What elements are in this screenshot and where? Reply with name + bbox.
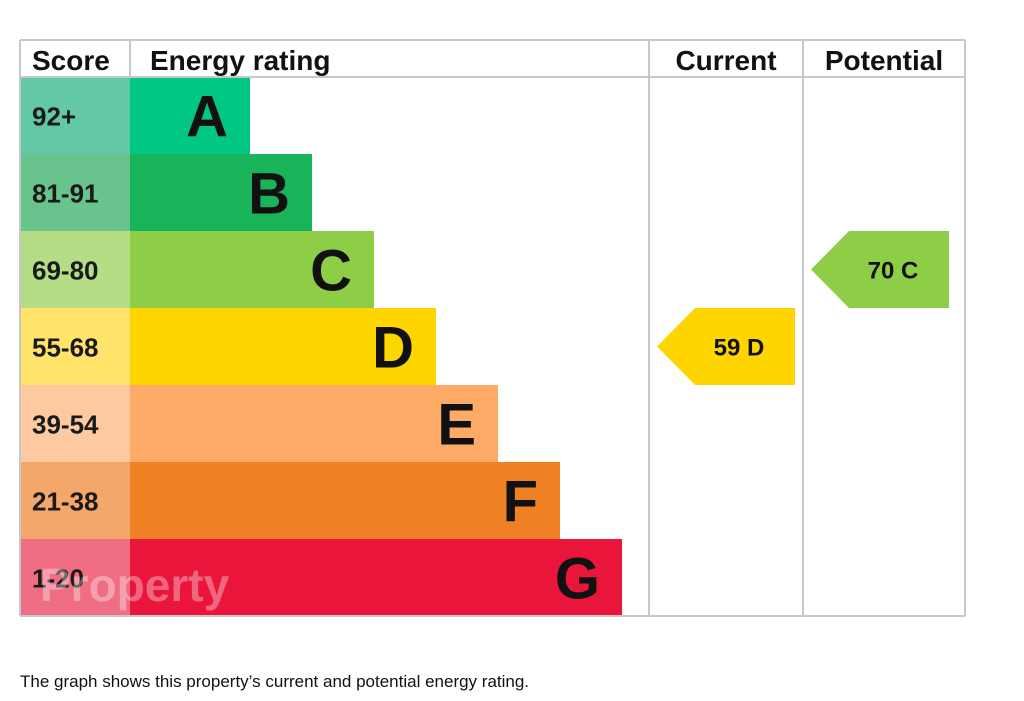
rating-bar-d bbox=[130, 308, 436, 385]
score-cell-g bbox=[20, 539, 130, 616]
score-label-d: 55-68 bbox=[32, 333, 99, 363]
rating-bar-f bbox=[130, 462, 560, 539]
header-potential: Potential bbox=[825, 45, 943, 76]
header-score: Score bbox=[32, 45, 110, 76]
score-cell-e bbox=[20, 385, 130, 462]
score-cell-c bbox=[20, 231, 130, 308]
score-cell-a bbox=[20, 77, 130, 154]
header-energy-rating: Energy rating bbox=[150, 45, 330, 76]
score-cell-f bbox=[20, 462, 130, 539]
rating-letter-e: E bbox=[437, 393, 476, 458]
rating-bar-a bbox=[130, 77, 250, 154]
epc-chart: Score Energy rating Current Potential 92+ A 81… bbox=[19, 39, 966, 617]
rating-letter-b: B bbox=[248, 162, 290, 227]
score-cell-d bbox=[20, 308, 130, 385]
rating-bar-e bbox=[130, 385, 498, 462]
score-label-b: 81-91 bbox=[32, 179, 99, 209]
rating-bar-b bbox=[130, 154, 312, 231]
rating-letter-c: C bbox=[310, 239, 352, 304]
header-current: Current bbox=[675, 45, 776, 76]
score-label-e: 39-54 bbox=[32, 410, 99, 440]
score-cell-b bbox=[20, 154, 130, 231]
score-label-a: 92+ bbox=[32, 102, 76, 132]
rating-bar-c bbox=[130, 231, 374, 308]
score-label-g: 1-20 bbox=[32, 564, 84, 594]
score-label-c: 69-80 bbox=[32, 256, 99, 286]
current-rating-arrow bbox=[657, 308, 795, 385]
potential-rating-label: 70 C bbox=[868, 258, 919, 285]
score-label-f: 21-38 bbox=[32, 487, 99, 517]
rating-letter-d: D bbox=[372, 316, 414, 381]
rating-bar-g bbox=[130, 539, 622, 616]
current-rating-label: 59 D bbox=[714, 335, 765, 362]
chart-caption: The graph shows this property’s current … bbox=[20, 672, 530, 691]
rating-letter-f: F bbox=[503, 470, 538, 535]
rating-letter-g: G bbox=[555, 547, 600, 612]
rating-letter-a: A bbox=[186, 85, 228, 150]
potential-rating-arrow bbox=[811, 231, 949, 308]
